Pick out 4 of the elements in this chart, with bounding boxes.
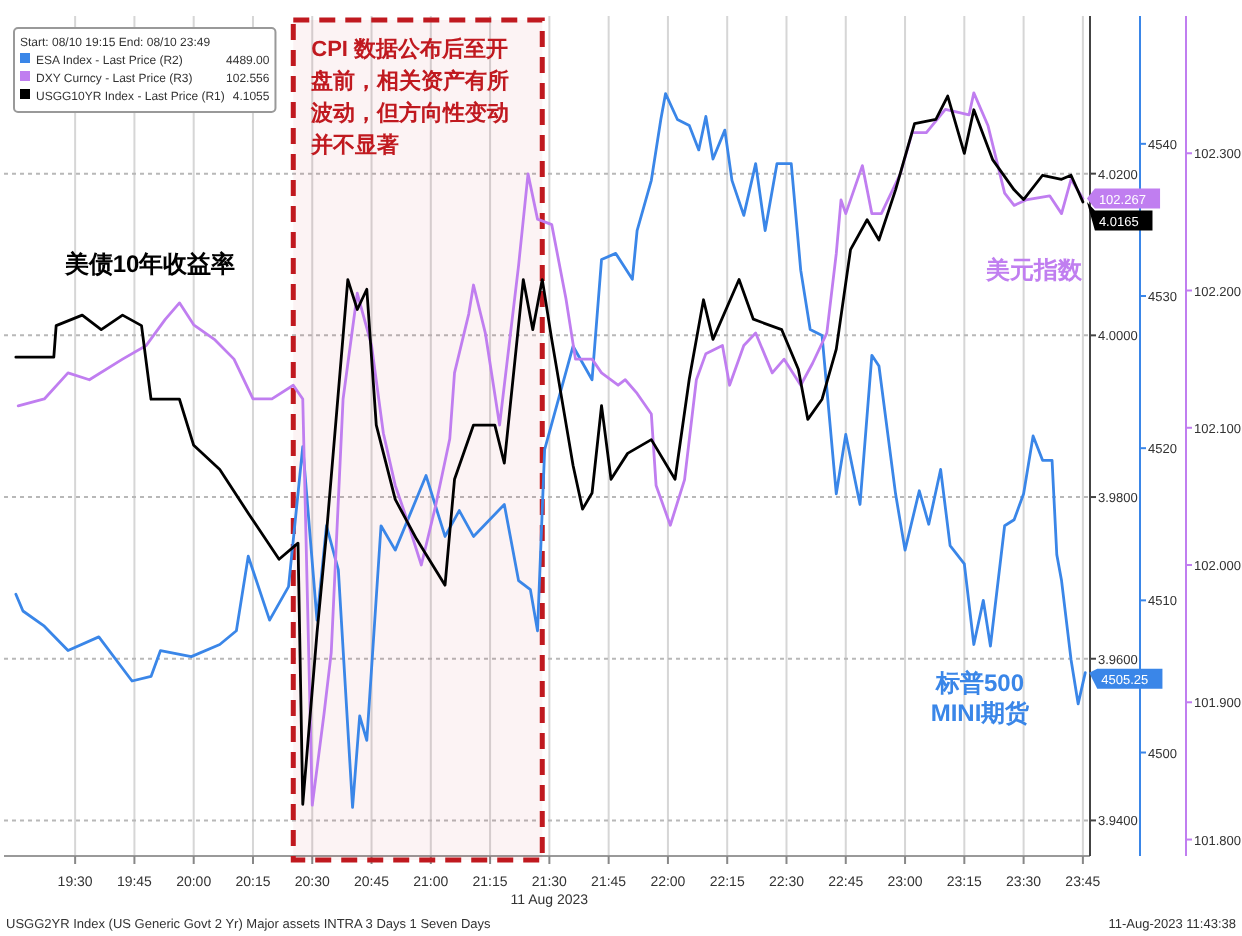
annotation: 美债10年收益率 [62,250,236,278]
annotation: 美元指数 [984,256,1084,284]
annotation: 标普500 MINI期货 [930,669,1032,727]
band-label: CPI 数据公布后至开盘前，相关资产有所波动，但方向性变动并不显著 [309,36,510,158]
